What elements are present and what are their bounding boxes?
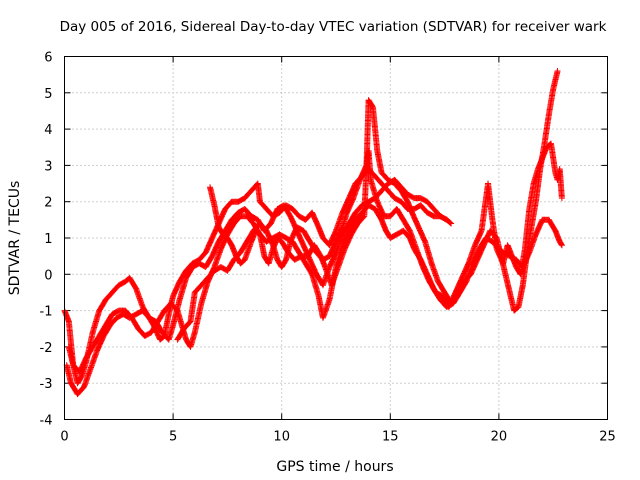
y-tick-label: 1 bbox=[44, 232, 52, 247]
series-marks bbox=[63, 176, 450, 398]
x-axis-label: GPS time / hours bbox=[276, 459, 393, 475]
x-tick-label: 20 bbox=[491, 430, 508, 445]
x-tick-label: 10 bbox=[273, 430, 290, 445]
x-tick-label: 25 bbox=[599, 430, 616, 445]
x-tick-label: 0 bbox=[60, 430, 68, 445]
y-tick-label: 4 bbox=[44, 123, 52, 138]
y-tick-label: 0 bbox=[44, 268, 52, 283]
series-track-1 bbox=[61, 166, 455, 387]
series-marks bbox=[174, 140, 565, 343]
y-tick-label: -4 bbox=[40, 414, 53, 429]
y-tick-label: -2 bbox=[40, 341, 53, 356]
y-tick-label: 3 bbox=[44, 159, 52, 174]
y-tick-label: -3 bbox=[40, 377, 53, 392]
series-track-5 bbox=[174, 140, 565, 343]
plot-frame bbox=[64, 56, 608, 420]
x-tick-label: 5 bbox=[169, 430, 177, 445]
y-tick-label: 5 bbox=[44, 87, 52, 102]
x-tick-labels: 0 5 10 15 20 25 bbox=[60, 430, 615, 445]
y-tick-label: 6 bbox=[44, 51, 52, 66]
y-axis-label: SDTVAR / TECUs bbox=[7, 181, 23, 296]
data-series bbox=[61, 68, 565, 398]
series-track-3 bbox=[63, 176, 450, 398]
chart-title: Day 005 of 2016, Sidereal Day-to-day VTE… bbox=[60, 19, 607, 35]
series-marks bbox=[61, 166, 455, 387]
y-tick-label: -1 bbox=[40, 305, 53, 320]
y-tick-label: 2 bbox=[44, 196, 52, 211]
x-tick-label: 15 bbox=[382, 430, 399, 445]
y-tick-labels: -4 -3 -2 -1 0 1 2 3 4 5 6 bbox=[40, 51, 53, 429]
